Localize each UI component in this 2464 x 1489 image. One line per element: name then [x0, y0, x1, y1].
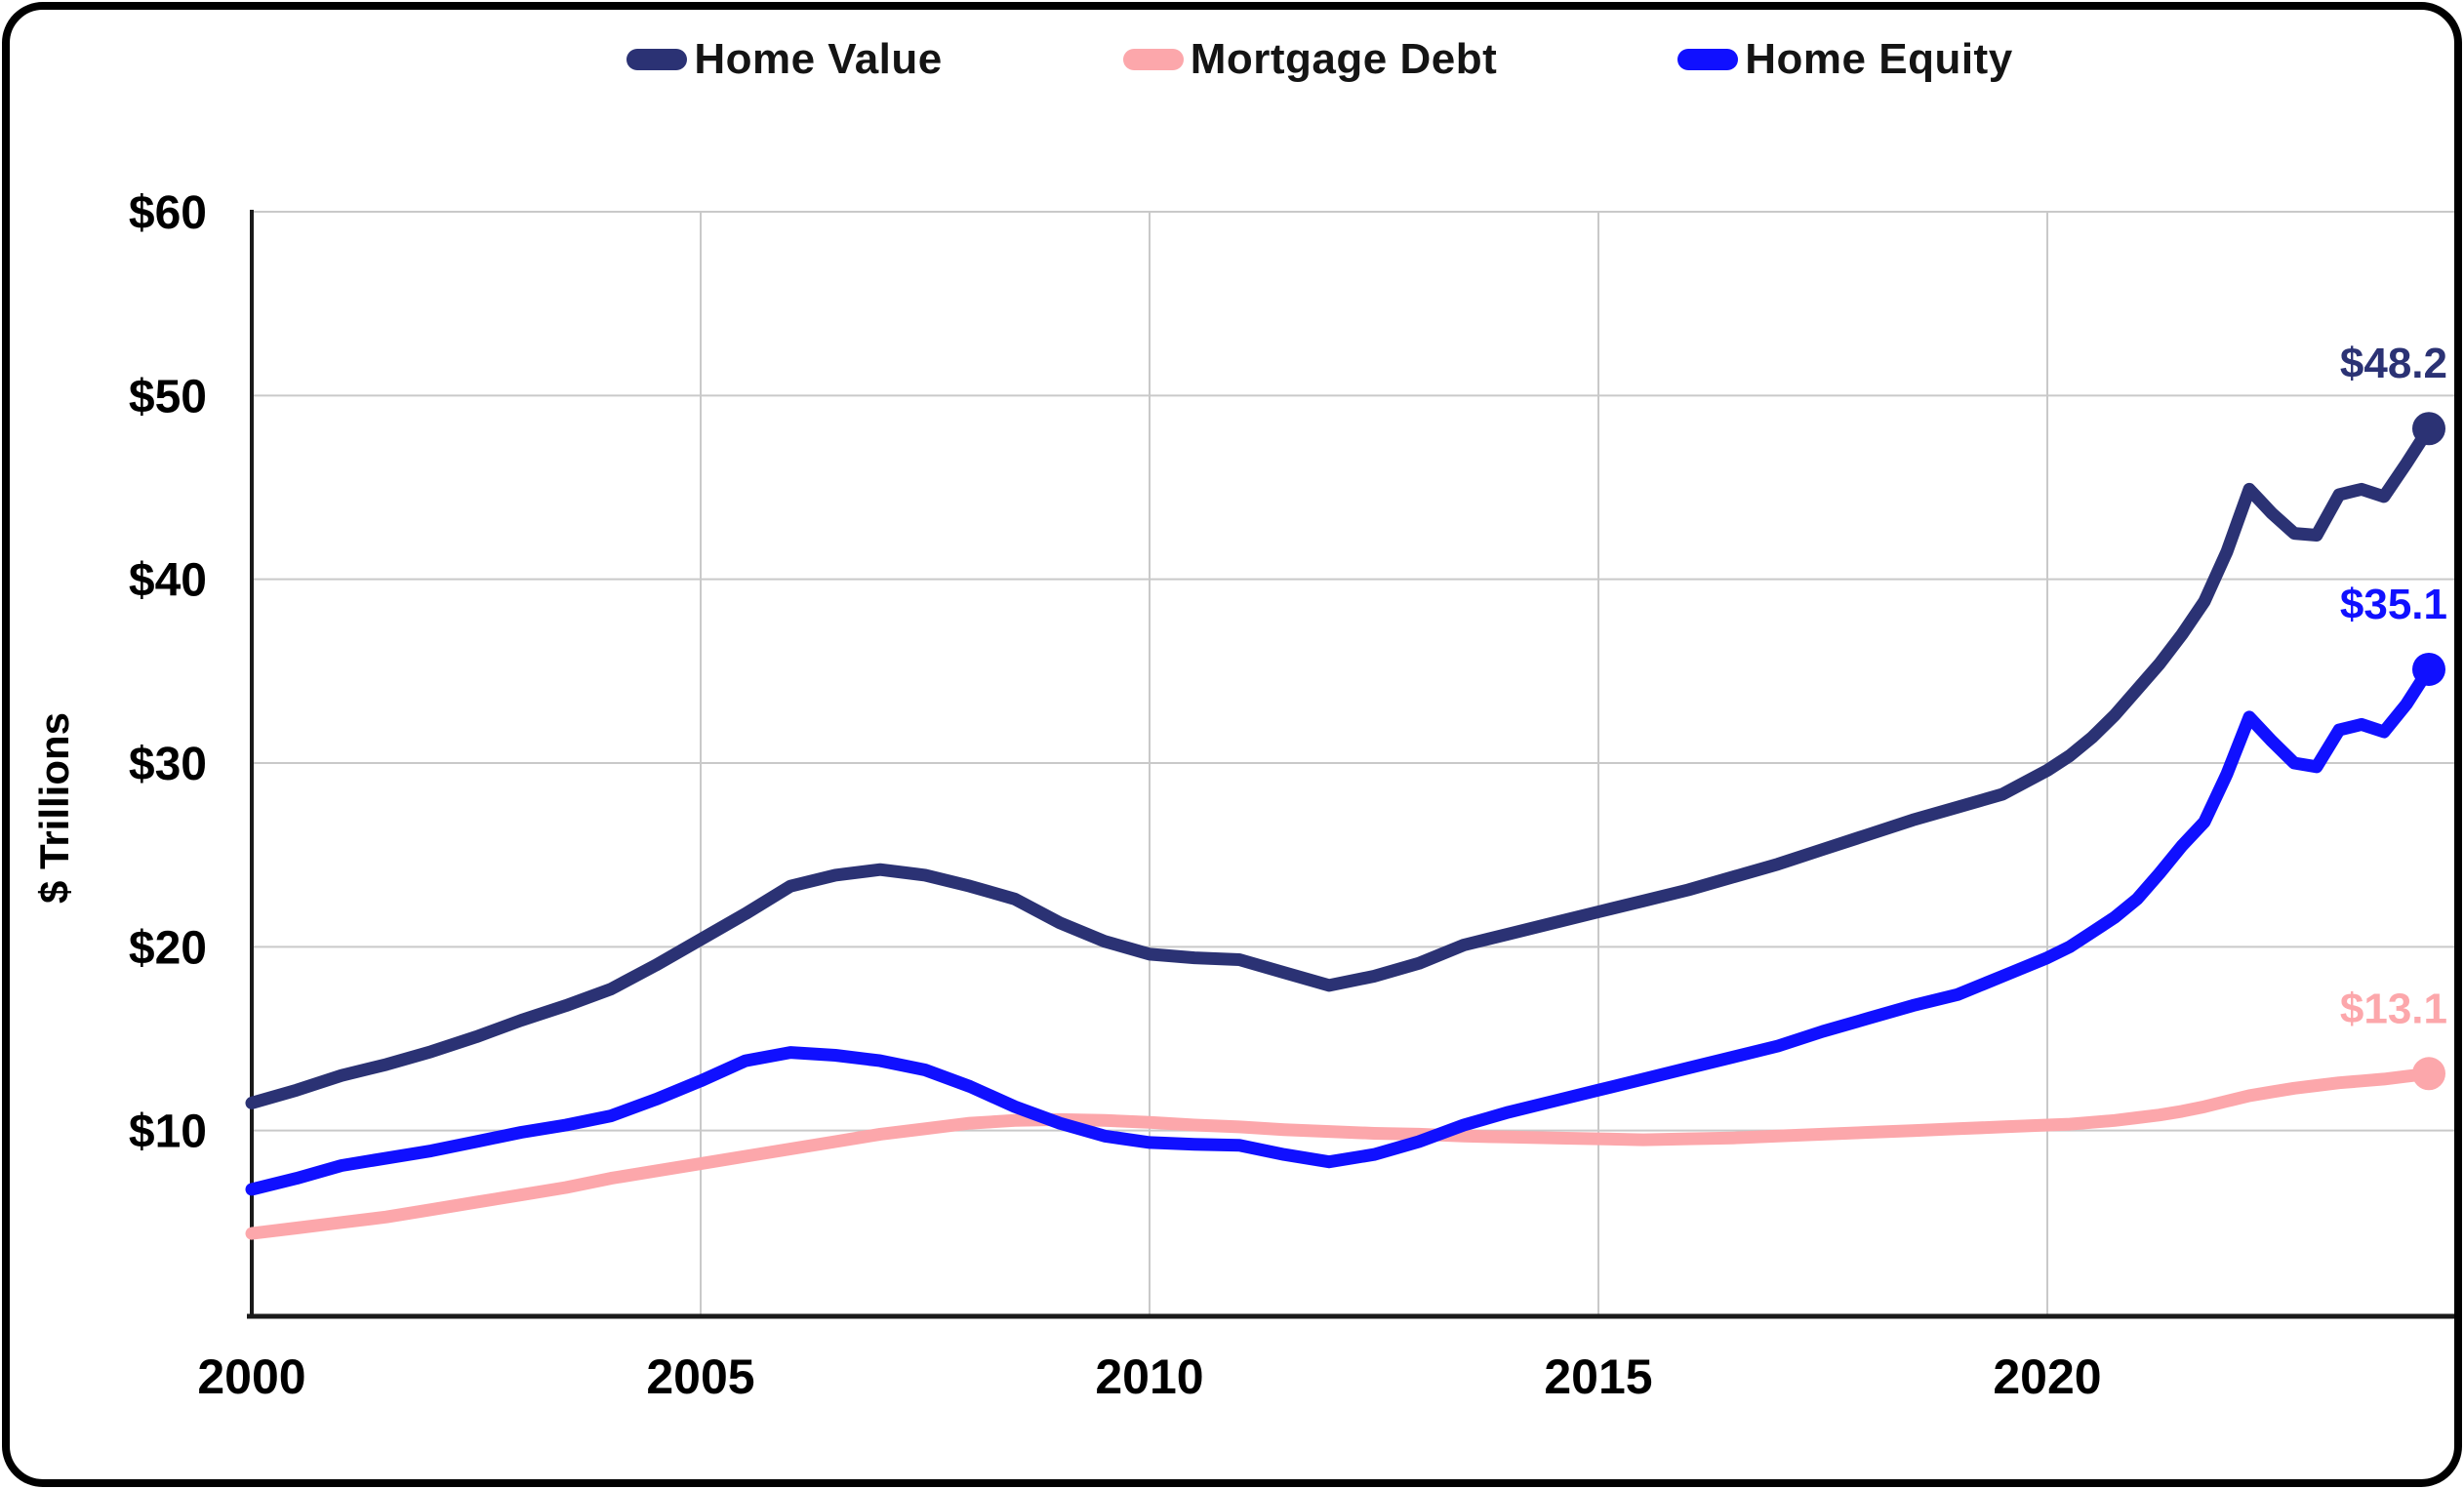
legend: Home Value Mortgage Debt Home Equity [88, 35, 2464, 84]
series-end-dot-mortgage-debt [2412, 1057, 2445, 1091]
series-end-dot-home-equity [2412, 652, 2445, 686]
x-axis-tick-label: 2020 [1993, 1349, 2101, 1404]
y-axis-tick-label: $20 [129, 922, 207, 974]
y-axis-tick-label: $60 [129, 187, 207, 239]
series-end-label-home-equity: $35.1 [2340, 581, 2447, 628]
home-equity-legend-swatch [1677, 49, 1739, 70]
home-value-legend-swatch [626, 49, 688, 70]
series-line-home-value [245, 422, 2436, 1109]
series-line-home-equity [245, 663, 2436, 1196]
y-axis-tick-label: $50 [129, 371, 207, 423]
legend-label-mortgage-debt: Mortgage Debt [1190, 35, 1498, 83]
legend-label-home-value: Home Value [694, 35, 943, 83]
series-end-label-home-value: $48.2 [2340, 340, 2447, 387]
series-end-label-mortgage-debt: $13.1 [2340, 985, 2447, 1032]
legend-item-mortgage-debt: Mortgage Debt [1122, 35, 1498, 84]
series-line-mortgage-debt [245, 1066, 2436, 1240]
y-axis-title: $ Trillions [31, 712, 77, 904]
mortgage-debt-legend-swatch [1122, 49, 1184, 70]
x-axis-tick-label: 2015 [1544, 1349, 1652, 1404]
legend-item-home-equity: Home Equity [1677, 35, 2012, 84]
y-axis-tick-label: $30 [129, 739, 207, 790]
x-axis-tick-label: 2005 [646, 1349, 754, 1404]
y-axis-tick-label: $40 [129, 555, 207, 607]
y-axis-tick-label: $10 [129, 1107, 207, 1158]
series-end-dot-home-value [2412, 412, 2445, 446]
x-axis-tick-label: 2010 [1095, 1349, 1203, 1404]
x-axis-tick-label: 2000 [197, 1349, 305, 1404]
legend-label-home-equity: Home Equity [1745, 35, 2013, 83]
legend-item-home-value: Home Value [626, 35, 942, 84]
